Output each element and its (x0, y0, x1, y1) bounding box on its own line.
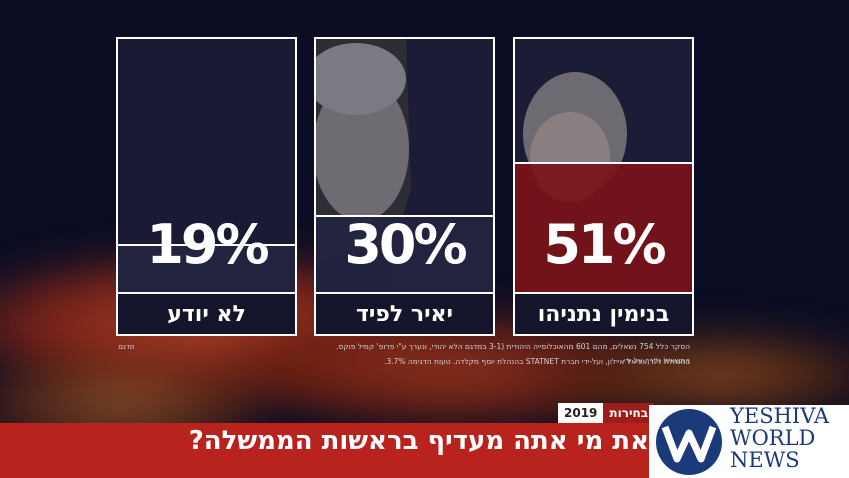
election-tag-label: בחירות (603, 403, 655, 423)
survey-note-line-1: הסקר כלל 754 נשאלים, מהם 601 מהאוכלוסייה… (336, 342, 690, 365)
category-label-dont-know: לא יודע (118, 292, 295, 334)
category-label-netanyahu: בנימין נתניהו (515, 292, 692, 334)
value-label-netanyahu: 51% (543, 212, 666, 276)
brand-line-3: NEWS (730, 448, 800, 472)
bar-fill-lapid (316, 217, 493, 294)
bar-top-line-lapid (316, 215, 493, 217)
brand-line-2: WORLD (730, 426, 816, 450)
bar-card-netanyahu: 51% בנימין נתניהו (513, 37, 694, 336)
value-label-lapid: 30% (344, 212, 467, 276)
survey-note-line-2: בהנהלת ד"ר אריאל איילון, ועל-ידי חברת ST… (384, 357, 690, 366)
bar-card-lapid: 30% יאיר לפיד (314, 37, 495, 336)
value-label-dont-know: 19% (146, 212, 269, 276)
brand-line-1: YESHIVA (730, 404, 830, 428)
election-tag-year: 2019 (564, 406, 598, 420)
bar-top-line-dont-know (118, 244, 295, 246)
small-logo: מדגם (118, 343, 135, 351)
banner-title: את מי אתה מעדיף בראשות הממשלה? (188, 426, 649, 456)
election-tag: בחירות 2019 (558, 403, 655, 423)
bar-card-dont-know: 19% לא יודע (116, 37, 297, 336)
brand-name: YESHIVA WORLD NEWS (730, 405, 829, 471)
bar-top-line-netanyahu (515, 162, 692, 164)
brand-box (649, 405, 849, 478)
bar-fill-netanyahu (515, 164, 692, 294)
category-label-lapid: יאיר לפיד (316, 292, 493, 334)
ywn-logo-icon (656, 409, 722, 475)
bar-fill-dont-know (118, 246, 295, 294)
